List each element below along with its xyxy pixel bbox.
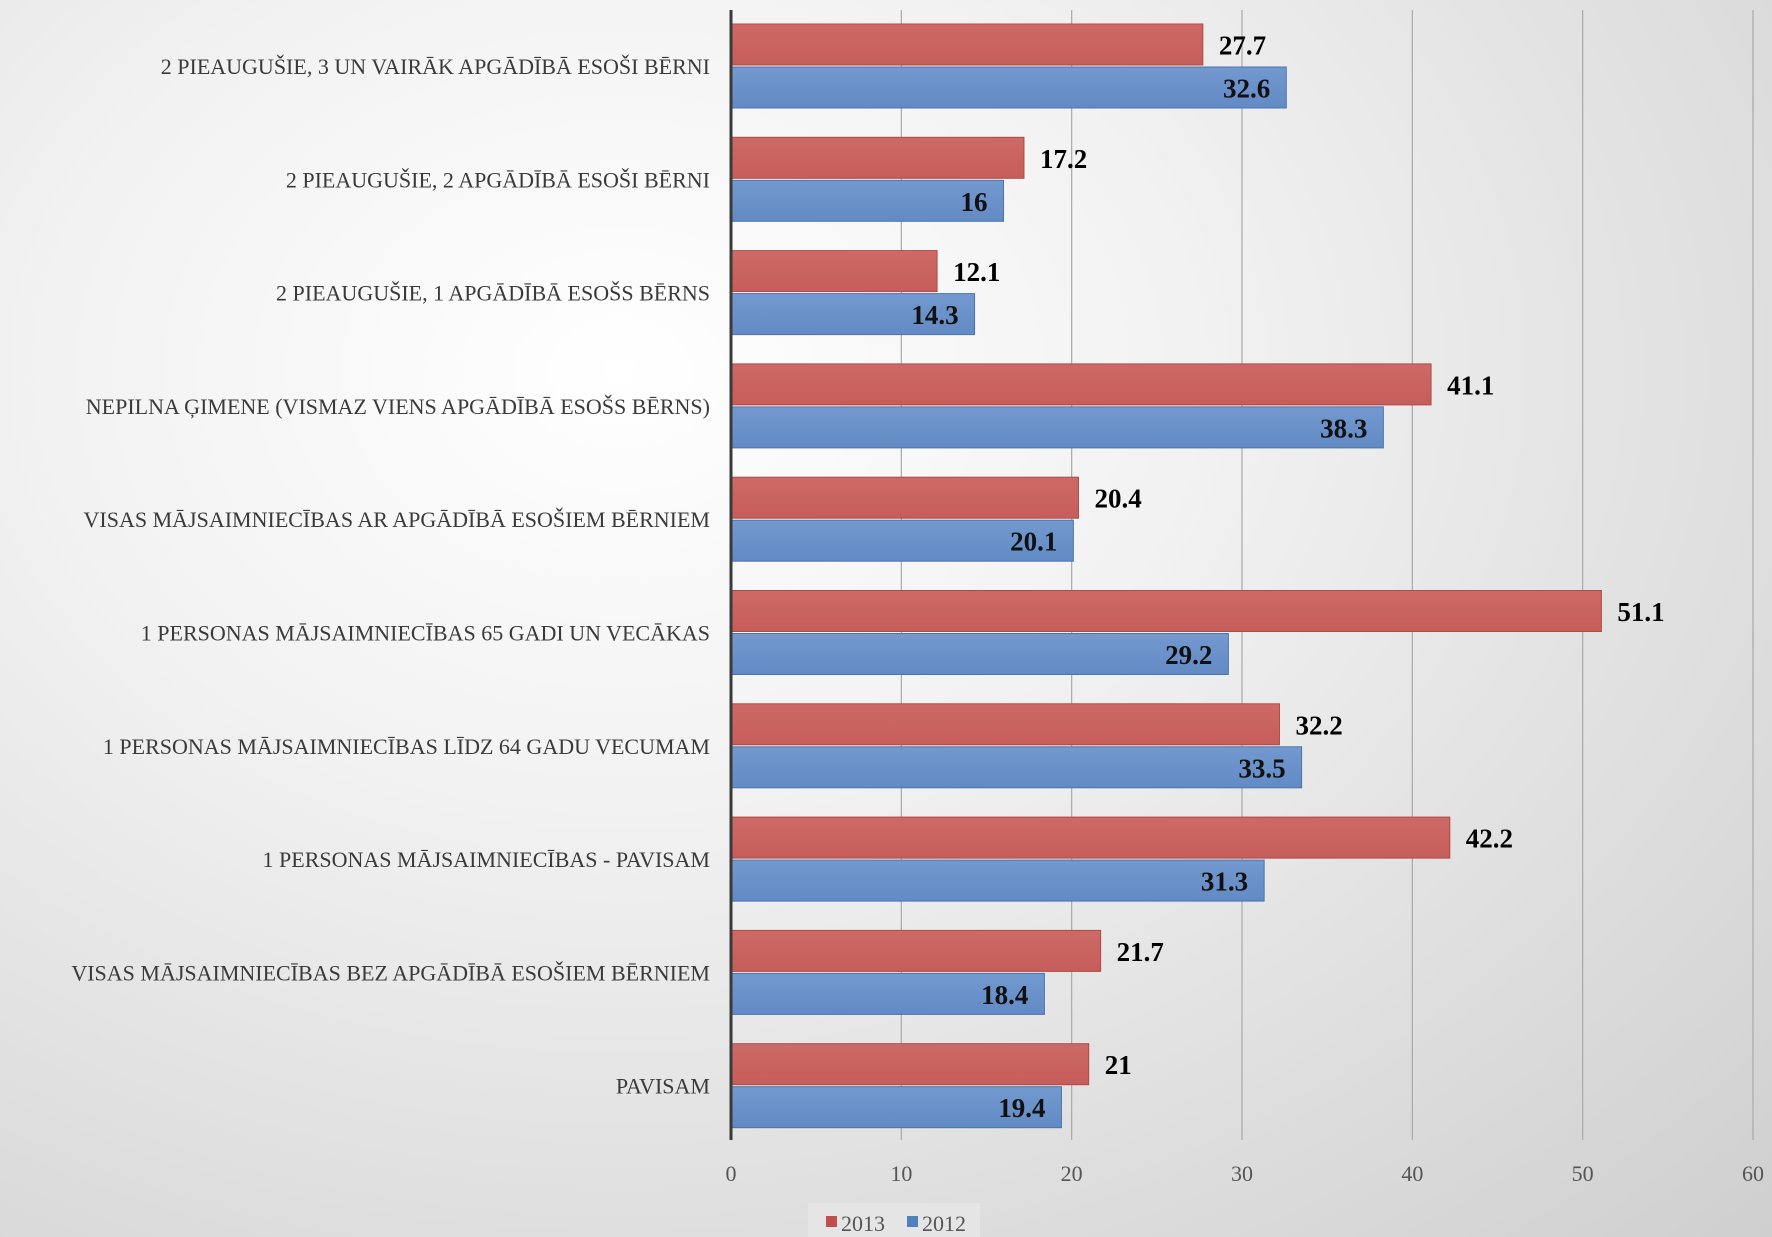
category-label: VISAS MĀJSAIMNIECĪBAS BEZ APGĀDĪBĀ ESOŠI… [71, 960, 710, 985]
bar-2013 [730, 23, 1204, 66]
data-label-2012: 32.6 [1223, 74, 1270, 104]
x-tick-label: 20 [1061, 1161, 1083, 1186]
tick-labels: 0 10 20 30 40 50 60 [726, 1161, 1765, 1186]
category-label: 1 PERSONAS MĀJSAIMNIECĪBAS 65 GADI UN VE… [141, 621, 710, 646]
category-label: 1 PERSONAS MĀJSAIMNIECĪBAS LĪDZ 64 GADU … [103, 734, 710, 759]
bar-2012 [730, 179, 1005, 222]
data-label-2012: 38.3 [1320, 413, 1367, 443]
bar-2012 [730, 519, 1074, 562]
x-tick-label: 40 [1401, 1161, 1423, 1186]
data-label-2013: 12.1 [953, 257, 1000, 287]
bar-2012 [730, 406, 1384, 449]
category-label: 2 PIEAUGUŠIE, 1 APGĀDĪBĀ ESOŠS BĒRNS [276, 281, 710, 306]
data-label-2013: 42.2 [1466, 824, 1513, 854]
bar-2013 [730, 929, 1102, 972]
legend-swatch-2013 [826, 1216, 837, 1227]
data-label-2013: 21 [1105, 1050, 1132, 1080]
legend-swatch-2012 [907, 1216, 918, 1227]
data-labels: 27.7 32.6 17.2 16 12.1 14.3 41.1 38.3 20.4 20.1 51… [911, 31, 1664, 1124]
data-label-2012: 14.3 [911, 300, 958, 330]
bar-2012 [730, 972, 1045, 1015]
data-label-2013: 32.2 [1295, 710, 1342, 740]
x-tick-label: 50 [1572, 1161, 1594, 1186]
bar-2013 [730, 136, 1025, 179]
category-label: PAVISAM [616, 1074, 710, 1099]
data-label-2012: 19.4 [998, 1093, 1045, 1123]
data-label-2012: 18.4 [981, 980, 1028, 1010]
bar-2012 [730, 633, 1229, 675]
x-tick-label: 60 [1742, 1161, 1764, 1186]
data-label-2012: 20.1 [1010, 527, 1057, 557]
bar-2013 [730, 1043, 1090, 1086]
category-label: 2 PIEAUGUŠIE, 3 UN VAIRĀK APGĀDĪBĀ ESOŠI… [161, 54, 710, 79]
bars [730, 23, 1602, 1129]
bar-2012 [730, 859, 1265, 902]
category-label: NEPILNA ĢIMENE (VISMAZ VIENS APGĀDĪBĀ ES… [86, 394, 710, 419]
bar-2012 [730, 746, 1303, 789]
bar-2013 [730, 250, 938, 293]
bar-2012 [730, 66, 1287, 109]
bar-2013 [730, 476, 1079, 519]
data-label-2012: 16 [961, 187, 988, 217]
data-label-2013: 20.4 [1094, 484, 1141, 514]
x-tick-label: 30 [1231, 1161, 1253, 1186]
data-label-2013: 17.2 [1040, 144, 1087, 174]
bar-2013 [730, 703, 1280, 746]
category-label: VISAS MĀJSAIMNIECĪBAS AR APGĀDĪBĀ ESOŠIE… [84, 507, 710, 532]
data-label-2012: 33.5 [1238, 753, 1285, 783]
data-label-2013: 41.1 [1447, 370, 1494, 400]
category-labels: 2 PIEAUGUŠIE, 3 UN VAIRĀK APGĀDĪBĀ ESOŠI… [71, 54, 710, 1099]
data-label-2013: 27.7 [1219, 31, 1266, 61]
legend: 2013 2012 [808, 1203, 980, 1237]
x-tick-label: 0 [726, 1161, 737, 1186]
legend-label-2012: 2012 [922, 1211, 966, 1236]
data-label-2013: 51.1 [1617, 597, 1664, 627]
x-tick-label: 10 [890, 1161, 912, 1186]
bar-2012 [730, 1086, 1062, 1129]
data-label-2012: 29.2 [1165, 640, 1212, 670]
category-label: 1 PERSONAS MĀJSAIMNIECĪBAS - PAVISAM [263, 847, 710, 872]
data-label-2013: 21.7 [1117, 937, 1164, 967]
data-label-2012: 31.3 [1201, 867, 1248, 897]
bar-2013 [730, 590, 1602, 632]
bar-2013 [730, 816, 1451, 859]
bar-2013 [730, 363, 1432, 406]
legend-label-2013: 2013 [841, 1211, 885, 1236]
category-label: 2 PIEAUGUŠIE, 2 APGĀDĪBĀ ESOŠI BĒRNI [286, 167, 710, 192]
